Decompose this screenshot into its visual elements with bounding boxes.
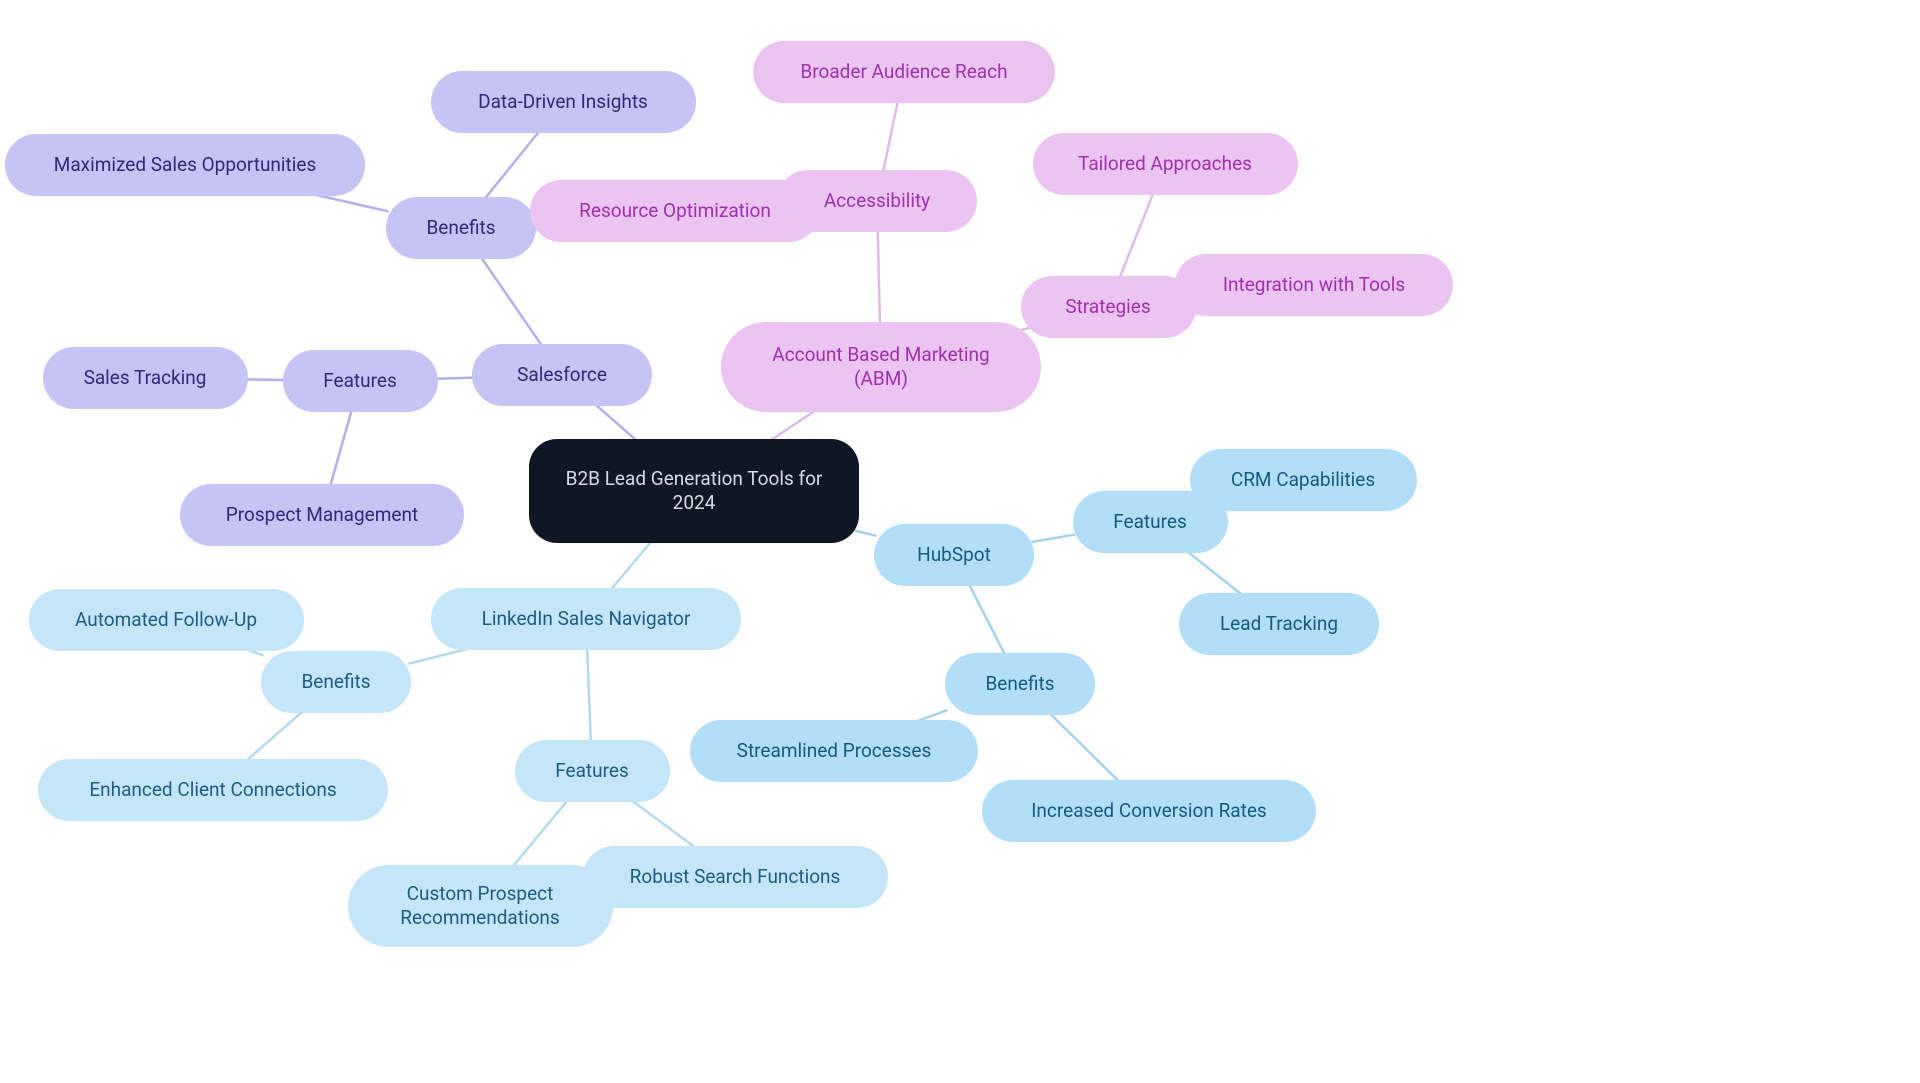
node-abm_s2: Integration with Tools bbox=[1175, 254, 1453, 316]
node-hs_b1: Streamlined Processes bbox=[690, 720, 978, 782]
edge-hs-hs_benefits bbox=[970, 585, 1005, 653]
edge-lsn_benefits-lsn_b1 bbox=[249, 650, 262, 655]
edge-hs_benefits-hs_b2 bbox=[1051, 714, 1118, 780]
node-sf_b2: Maximized Sales Opportunities bbox=[5, 134, 365, 196]
edge-abm_strat-abm_s1 bbox=[1120, 194, 1153, 276]
node-lsn_features: Features bbox=[515, 740, 670, 802]
node-lsn_b1: Automated Follow-Up bbox=[29, 589, 304, 651]
node-lsn: LinkedIn Sales Navigator bbox=[431, 588, 741, 650]
edge-lsn_benefits-lsn_b2 bbox=[248, 712, 302, 759]
node-sf_b1: Data-Driven Insights bbox=[431, 71, 696, 133]
edge-root-lsn bbox=[612, 542, 651, 589]
edge-sf-sf_features bbox=[436, 378, 474, 379]
node-lsn_f1: Custom Prospect Recommendations bbox=[348, 865, 613, 947]
edge-abm_access-abm_a1 bbox=[883, 102, 897, 170]
edge-abm-abm_access bbox=[878, 231, 880, 323]
edge-lsn-lsn_features bbox=[587, 649, 591, 740]
node-hs_benefits: Benefits bbox=[945, 653, 1095, 715]
edge-hs_features-hs_f2 bbox=[1188, 552, 1240, 593]
node-sf: Salesforce bbox=[472, 344, 652, 406]
node-hs_b2: Increased Conversion Rates bbox=[982, 780, 1316, 842]
edge-sf_benefits-sf_b2 bbox=[318, 195, 387, 211]
node-hs: HubSpot bbox=[874, 524, 1034, 586]
edge-sf_features-sf_f1 bbox=[245, 379, 284, 380]
node-sf_features: Features bbox=[283, 350, 438, 412]
edge-sf-sf_benefits bbox=[482, 258, 541, 344]
edge-root-hs bbox=[856, 531, 876, 536]
node-abm_a2: Resource Optimization bbox=[530, 180, 820, 242]
node-sf_benefits: Benefits bbox=[386, 197, 536, 259]
node-hs_f1: CRM Capabilities bbox=[1190, 449, 1417, 511]
edge-sf_features-sf_f2 bbox=[331, 411, 352, 484]
node-hs_f2: Lead Tracking bbox=[1179, 593, 1379, 655]
edge-lsn_features-lsn_f2 bbox=[633, 801, 694, 846]
edge-lsn_features-lsn_f1 bbox=[513, 801, 566, 865]
node-lsn_f2: Robust Search Functions bbox=[583, 846, 888, 908]
edge-lsn-lsn_benefits bbox=[410, 649, 466, 663]
edge-sf_benefits-sf_b1 bbox=[486, 132, 539, 197]
edge-root-sf bbox=[597, 405, 636, 440]
node-lsn_b2: Enhanced Client Connections bbox=[38, 759, 388, 821]
node-sf_f1: Sales Tracking bbox=[43, 347, 248, 409]
node-abm: Account Based Marketing (ABM) bbox=[721, 322, 1041, 412]
node-root: B2B Lead Generation Tools for 2024 bbox=[529, 439, 859, 543]
edge-root-abm bbox=[771, 411, 815, 440]
node-lsn_benefits: Benefits bbox=[261, 651, 411, 713]
node-abm_strat: Strategies bbox=[1021, 276, 1196, 338]
edge-hs-hs_features bbox=[1032, 535, 1074, 542]
node-abm_s1: Tailored Approaches bbox=[1033, 133, 1298, 195]
node-abm_a1: Broader Audience Reach bbox=[753, 41, 1055, 103]
mindmap-canvas: B2B Lead Generation Tools for 2024 Salesf… bbox=[0, 0, 1920, 1083]
node-sf_f2: Prospect Management bbox=[180, 484, 464, 546]
